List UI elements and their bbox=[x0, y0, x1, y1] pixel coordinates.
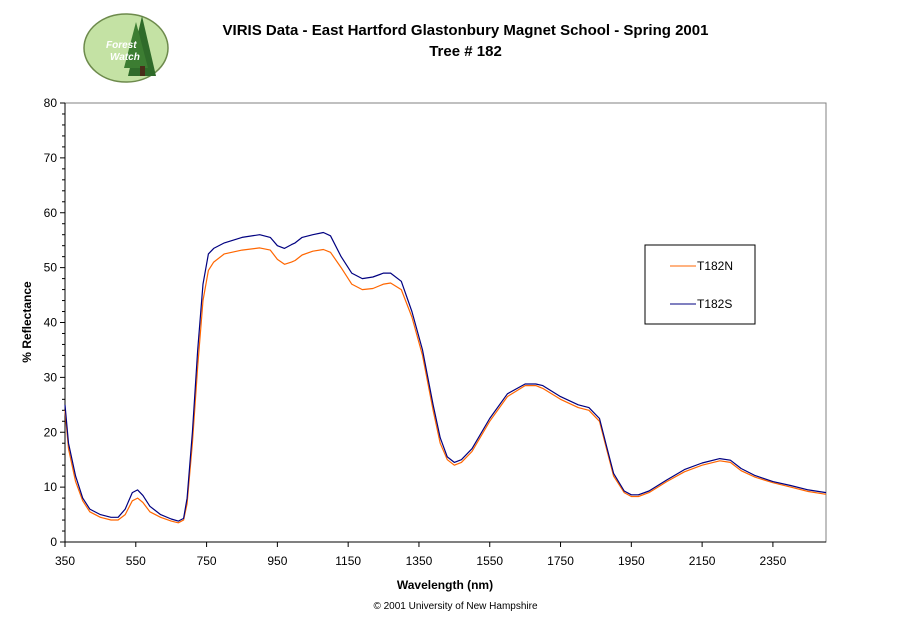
y-tick-label: 20 bbox=[44, 425, 58, 439]
copyright-footer: © 2001 University of New Hampshire bbox=[373, 601, 538, 612]
series-line-t182s bbox=[64, 231, 827, 522]
x-tick-label: 1750 bbox=[547, 554, 574, 568]
series-group bbox=[64, 231, 827, 524]
x-tick-label: 1950 bbox=[618, 554, 645, 568]
y-tick-label: 60 bbox=[44, 206, 58, 220]
x-tick-label: 1150 bbox=[335, 554, 361, 568]
x-tick-label: 950 bbox=[267, 554, 287, 568]
x-tick-label: 1550 bbox=[476, 554, 503, 568]
y-tick-label: 40 bbox=[44, 316, 58, 330]
y-tick-label: 10 bbox=[44, 480, 58, 494]
y-tick-label: 80 bbox=[44, 96, 58, 110]
logo-trunk bbox=[140, 66, 145, 76]
x-tick-label: 2150 bbox=[689, 554, 716, 568]
y-tick-label: 70 bbox=[44, 151, 58, 165]
y-axis: 0 10 20 30 40 50 60 70 80 bbox=[44, 96, 65, 549]
logo-text-watch: Watch bbox=[110, 52, 140, 63]
chart-subtitle: Tree # 182 bbox=[429, 43, 502, 60]
y-tick-label: 30 bbox=[44, 370, 58, 384]
forest-watch-logo: Forest Watch bbox=[83, 13, 169, 83]
x-axis: 350 550 750 950 1150 1350 1550 1750 1950 2150 2350 bbox=[55, 542, 787, 568]
x-tick-label: 350 bbox=[55, 554, 75, 568]
y-tick-label: 0 bbox=[50, 535, 57, 549]
x-tick-label: 750 bbox=[197, 554, 217, 568]
x-axis-label: Wavelength (nm) bbox=[397, 578, 493, 592]
logo-tree-icon-2 bbox=[124, 22, 148, 68]
x-tick-label: 550 bbox=[126, 554, 146, 568]
legend-label-t182n: T182N bbox=[697, 259, 733, 273]
series-line-t182n bbox=[64, 247, 827, 524]
legend[interactable]: T182N T182S bbox=[644, 244, 756, 325]
y-tick-label: 50 bbox=[44, 261, 58, 275]
y-axis-label: % Reflectance bbox=[20, 281, 34, 363]
chart-title: VIRIS Data - East Hartford Glastonbury M… bbox=[222, 22, 709, 39]
legend-label-t182s: T182S bbox=[697, 297, 732, 311]
x-tick-label: 1350 bbox=[406, 554, 433, 568]
logo-text-forest: Forest bbox=[106, 40, 137, 51]
legend-box bbox=[644, 244, 756, 325]
x-tick-label: 2350 bbox=[760, 554, 787, 568]
